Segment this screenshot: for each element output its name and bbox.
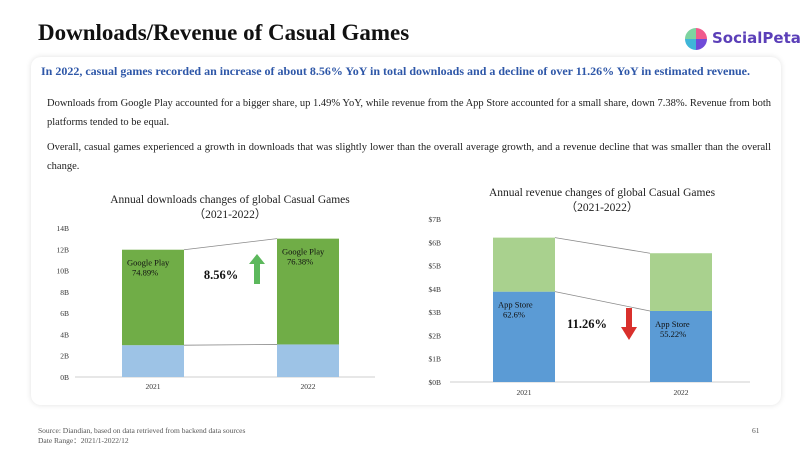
y-tick-label: 12B <box>56 245 69 254</box>
chart-title: Annual revenue changes of global Casual … <box>489 187 716 199</box>
y-tick-label: $2B <box>428 331 441 340</box>
y-tick-label: $6B <box>428 238 441 247</box>
x-tick-label: 2022 <box>674 388 689 397</box>
bar-lower-segment <box>122 345 184 377</box>
headline: In 2022, casual games recorded an increa… <box>41 64 751 78</box>
bar-label: Google Play <box>127 258 170 268</box>
y-tick-label: 14B <box>56 224 69 233</box>
page-title: Downloads/Revenue of Casual Games <box>38 20 410 45</box>
page-number: 61 <box>752 426 760 435</box>
y-tick-label: $1B <box>428 355 441 364</box>
y-tick-label: 4B <box>60 330 69 339</box>
bar-label: Google Play <box>282 247 325 257</box>
y-tick-label: 6B <box>60 309 69 318</box>
date-range-line: Date Range：2021/1-2022/12 <box>38 435 129 445</box>
change-percent-label: 8.56% <box>204 268 238 282</box>
bar-label-percent: 74.89% <box>132 268 158 278</box>
change-percent-label: 11.26% <box>567 317 607 331</box>
bar-label-percent: 76.38% <box>287 257 313 267</box>
bar-label-percent: 62.6% <box>503 310 525 320</box>
y-tick-label: 10B <box>56 267 69 276</box>
bar-lower-segment <box>493 291 555 382</box>
source-line: Source: Diandian, based on data retrieve… <box>38 426 246 435</box>
bar-upper-segment <box>493 237 555 292</box>
bar-label: App Store <box>498 300 533 310</box>
y-tick-label: $5B <box>428 262 441 271</box>
x-tick-label: 2022 <box>301 382 316 391</box>
bar-label: App Store <box>655 319 690 329</box>
y-tick-label: $3B <box>428 308 441 317</box>
connector-line-split <box>183 344 278 346</box>
y-tick-label: 0B <box>60 373 69 382</box>
bar-upper-segment <box>650 253 712 311</box>
up-arrow-icon <box>249 254 265 284</box>
connector-line-top <box>554 237 651 254</box>
brand-logo: SocialPeta <box>684 27 800 55</box>
x-tick-label: 2021 <box>517 388 532 397</box>
chart-title: Annual downloads changes of global Casua… <box>110 194 350 206</box>
paragraph-1: Downloads from Google Play accounted for… <box>47 98 771 128</box>
chart-subtitle: （2021-2022） <box>566 201 639 214</box>
y-tick-label: 2B <box>60 352 69 361</box>
paragraph-2: Overall, casual games experienced a grow… <box>47 142 771 172</box>
source-note: Source: Diandian, based on data retrieve… <box>38 426 245 445</box>
bar-label-percent: 55.22% <box>660 329 686 339</box>
connector-line-top <box>183 238 278 251</box>
y-tick-label: $7B <box>428 215 441 224</box>
logo-icon <box>685 28 707 50</box>
chart-subtitle: （2021-2022） <box>194 208 267 221</box>
logo-text: SocialPeta <box>712 29 800 47</box>
y-tick-label: $4B <box>428 285 441 294</box>
down-arrow-icon <box>621 308 637 340</box>
connector-line-split <box>554 291 651 312</box>
downloads-chart: Annual downloads changes of global Casua… <box>56 194 375 391</box>
x-tick-label: 2021 <box>146 382 161 391</box>
bar-lower-segment <box>277 344 339 377</box>
bar-lower-segment <box>650 310 712 382</box>
y-tick-label: 8B <box>60 288 69 297</box>
bar-upper-segment <box>277 238 339 345</box>
y-tick-label: $0B <box>428 378 441 387</box>
bar-upper-segment <box>122 249 184 346</box>
revenue-chart: Annual revenue changes of global Casual … <box>428 187 750 397</box>
